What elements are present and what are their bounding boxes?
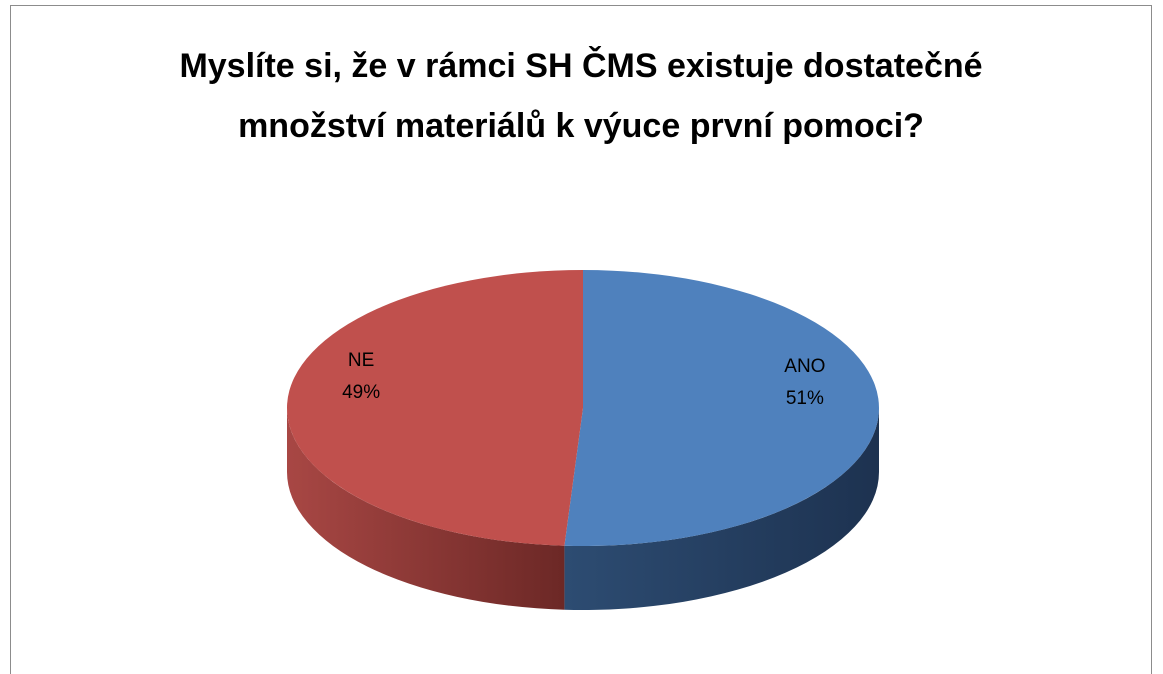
slice (564, 270, 880, 546)
slice (287, 270, 583, 546)
value-label: 49% (342, 382, 380, 403)
slice-side (287, 408, 565, 610)
category-label: NE (348, 350, 374, 371)
value-label: 51% (786, 388, 824, 409)
chart-border (10, 5, 1152, 674)
slice-side (564, 408, 880, 610)
chart-title: Myslíte si, že v rámci SH ČMS existuje d… (179, 47, 983, 145)
category-label: ANO (784, 356, 825, 377)
